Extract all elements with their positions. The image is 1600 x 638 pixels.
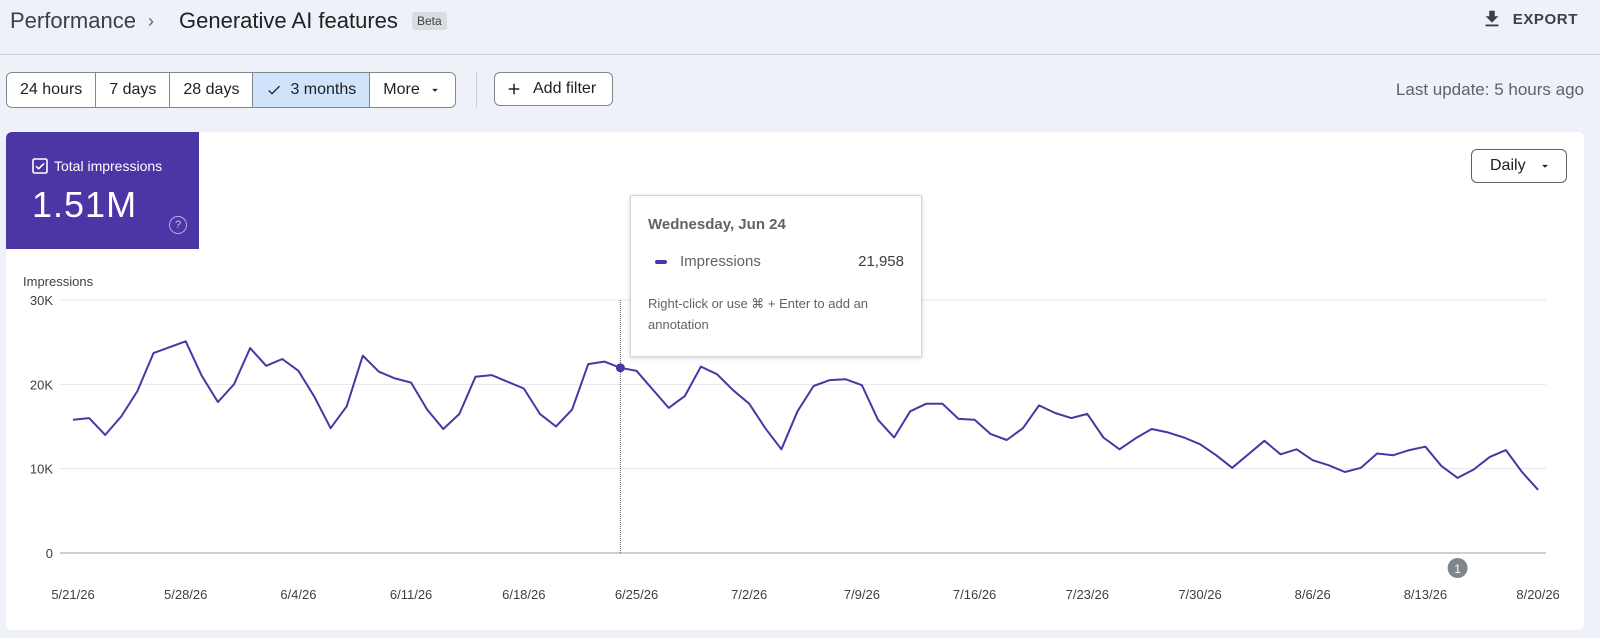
tooltip-date: Wednesday, Jun 24 xyxy=(648,216,786,233)
x-tick-label: 6/18/26 xyxy=(502,587,545,602)
range-28-days[interactable]: 28 days xyxy=(170,73,254,107)
series-impressions-line xyxy=(72,340,1539,491)
x-tick-label: 6/25/26 xyxy=(615,587,658,602)
tooltip-hint: Right-click or use ⌘ + Enter to add an a… xyxy=(648,296,869,332)
tooltip-value: 21,958 xyxy=(858,253,904,270)
y-tick-label: 10K xyxy=(30,462,53,477)
highlighted-data-point xyxy=(615,363,625,373)
check-icon xyxy=(268,85,281,95)
x-tick-label: 5/28/26 xyxy=(164,587,207,602)
plus-icon xyxy=(508,83,520,95)
chart-tooltip: Wednesday, Jun 24 Impressions 21,958 Rig… xyxy=(630,195,922,357)
y-axis-label: Impressions xyxy=(23,274,94,289)
y-tick-label: 20K xyxy=(30,377,53,392)
x-tick-label: 7/30/26 xyxy=(1178,587,1221,602)
x-tick-label: 8/20/26 xyxy=(1516,587,1559,602)
range-label: 3 months xyxy=(290,81,357,98)
metric-label: Total impressions xyxy=(54,158,163,174)
range-label: 7 days xyxy=(109,81,157,98)
download-icon xyxy=(1485,10,1499,27)
add-filter-button[interactable]: Add filter xyxy=(494,72,614,106)
breadcrumb-performance[interactable]: Performance xyxy=(10,8,136,33)
x-tick-label: 6/4/26 xyxy=(280,587,316,602)
date-range-selector: 24 hours 7 days 28 days 3 months More xyxy=(6,72,456,108)
metric-header: Total impressions xyxy=(32,158,162,174)
range-7-days[interactable]: 7 days xyxy=(96,73,171,107)
page-header: Performance › Generative AI features Bet… xyxy=(0,0,1600,55)
page-title: Generative AI features xyxy=(179,8,398,33)
x-tick-label: 8/13/26 xyxy=(1404,587,1447,602)
range-24-hours[interactable]: 24 hours xyxy=(7,73,97,107)
chevron-right-icon: › xyxy=(148,11,154,31)
range-more-dropdown[interactable]: More xyxy=(370,73,455,107)
add-filter-label: Add filter xyxy=(533,80,597,97)
annotation-marker-label: 1 xyxy=(1454,562,1461,576)
checkbox-checked-icon[interactable] xyxy=(32,158,48,174)
series-swatch xyxy=(655,260,667,264)
x-tick-label: 7/16/26 xyxy=(953,587,996,602)
export-button[interactable]: EXPORT xyxy=(1481,8,1578,30)
range-3-months[interactable]: 3 months xyxy=(253,73,371,107)
y-tick-label: 0 xyxy=(46,546,53,561)
x-tick-label: 6/11/26 xyxy=(390,587,432,602)
beta-badge: Beta xyxy=(412,12,447,30)
range-label: 28 days xyxy=(183,81,240,98)
total-impressions-card[interactable]: Total impressions 1.51M ? xyxy=(6,132,199,249)
range-label: More xyxy=(383,81,420,98)
x-tick-label: 7/2/26 xyxy=(731,587,767,602)
x-tick-label: 5/21/26 xyxy=(51,587,94,602)
range-label: 24 hours xyxy=(20,81,83,98)
caret-down-icon xyxy=(1542,164,1548,168)
export-label: EXPORT xyxy=(1512,10,1578,28)
tooltip-series-label: Impressions xyxy=(680,253,761,270)
question-circle-icon[interactable]: ? xyxy=(169,216,187,234)
toolbar-divider xyxy=(476,72,477,108)
last-update-text: Last update: 5 hours ago xyxy=(1395,80,1584,99)
granularity-dropdown[interactable]: Daily xyxy=(1471,149,1567,183)
caret-down-icon xyxy=(431,88,438,92)
y-tick-label: 30K xyxy=(30,293,53,308)
x-tick-label: 7/9/26 xyxy=(844,587,880,602)
granularity-label: Daily xyxy=(1490,157,1526,174)
annotation-marker xyxy=(1447,558,1468,578)
x-tick-label: 7/23/26 xyxy=(1066,587,1109,602)
metric-value: 1.51M xyxy=(32,184,138,225)
x-tick-label: 8/6/26 xyxy=(1295,587,1331,602)
